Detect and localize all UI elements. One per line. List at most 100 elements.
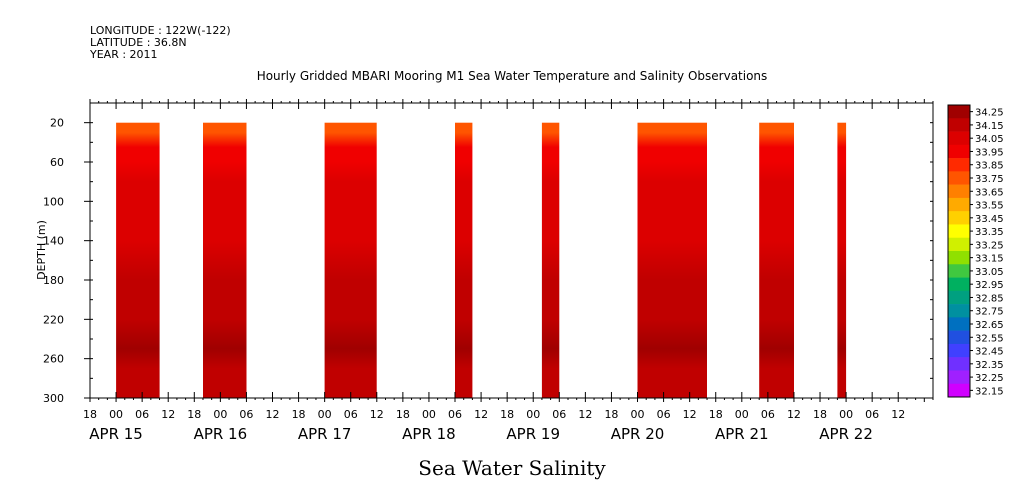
x-axis: 18 00 06 12 18 00 06 12 18 00 06 12 18 00 06 12 18 00 06 12… bbox=[83, 99, 934, 443]
x-tick-label: 00 bbox=[109, 408, 123, 421]
x-tick-label: 18 bbox=[292, 408, 306, 421]
x-tick-label: 18 bbox=[813, 408, 827, 421]
x-day-label: APR 21 bbox=[715, 425, 769, 443]
colorbar-label: 33.25 bbox=[975, 240, 1004, 251]
colorbar-label: 32.15 bbox=[975, 386, 1004, 397]
colorbar-label: 33.35 bbox=[975, 227, 1004, 238]
colorbar-swatch bbox=[948, 251, 970, 265]
colorbar-label: 32.55 bbox=[975, 333, 1004, 344]
colorbar-swatch bbox=[948, 144, 970, 159]
x-tick-label: 12 bbox=[683, 408, 697, 421]
x-day-label: APR 17 bbox=[298, 425, 352, 443]
colorbar: 34.25 34.15 34.05 33.95 33.85 33.75 33.65 33.55… bbox=[947, 104, 1004, 398]
data-segment bbox=[541, 122, 560, 398]
x-tick-label: 18 bbox=[604, 408, 618, 421]
data-segment bbox=[203, 122, 247, 398]
x-tick-label: 12 bbox=[266, 408, 280, 421]
x-tick-label: 00 bbox=[735, 408, 749, 421]
colorbar-swatch bbox=[948, 211, 970, 225]
colorbar-label: 34.25 bbox=[975, 108, 1004, 119]
colorbar-swatch bbox=[948, 197, 970, 212]
colorbar-label: 32.25 bbox=[975, 373, 1004, 384]
y-tick-label: 140 bbox=[43, 235, 64, 248]
x-day-label: APR 20 bbox=[611, 425, 665, 443]
x-tick-label: 12 bbox=[474, 408, 488, 421]
colorbar-swatch bbox=[948, 383, 970, 398]
colorbar-frame bbox=[947, 104, 971, 398]
colorbar-swatch bbox=[948, 370, 970, 385]
latitude-label: LATITUDE : 36.8N bbox=[90, 36, 187, 49]
x-tick-label: 12 bbox=[578, 408, 592, 421]
x-tick-label: 00 bbox=[526, 408, 540, 421]
x-tick-label: 06 bbox=[135, 408, 149, 421]
colorbar-swatch bbox=[948, 131, 970, 146]
colorbar-label: 33.45 bbox=[975, 214, 1004, 225]
colorbar-swatch bbox=[948, 330, 970, 345]
colorbar-label: 32.65 bbox=[975, 320, 1004, 331]
colorbar-label: 32.75 bbox=[975, 307, 1004, 318]
y-tick-label: 300 bbox=[43, 392, 64, 405]
colorbar-swatch bbox=[948, 224, 970, 239]
colorbar-swatch bbox=[948, 277, 970, 292]
y-tick-label: 180 bbox=[43, 274, 64, 287]
colorbar-swatch bbox=[948, 171, 970, 185]
colorbar-label: 34.05 bbox=[975, 134, 1004, 145]
x-tick-label: 12 bbox=[370, 408, 384, 421]
y-axis-label: DEPTH (m) bbox=[35, 220, 48, 280]
data-segment bbox=[116, 122, 160, 398]
colorbar-label: 34.15 bbox=[975, 121, 1004, 132]
colorbar-label: 32.85 bbox=[975, 293, 1004, 304]
colorbar-swatch bbox=[948, 343, 970, 358]
x-tick-label: 12 bbox=[787, 408, 801, 421]
x-tick-label: 12 bbox=[161, 408, 175, 421]
colorbar-swatch bbox=[948, 264, 970, 278]
year-label: YEAR : 2011 bbox=[90, 48, 158, 61]
colorbar-label: 33.05 bbox=[975, 267, 1004, 278]
x-day-label: APR 18 bbox=[402, 425, 456, 443]
x-tick-label: 12 bbox=[891, 408, 905, 421]
x-tick-label: 18 bbox=[709, 408, 723, 421]
x-tick-label: 06 bbox=[761, 408, 775, 421]
colorbar-label: 33.55 bbox=[975, 201, 1004, 212]
data-segment bbox=[455, 122, 473, 398]
x-tick-label: 00 bbox=[631, 408, 645, 421]
x-tick-label: 18 bbox=[187, 408, 201, 421]
x-tick-label: 06 bbox=[552, 408, 566, 421]
x-day-label: APR 16 bbox=[194, 425, 248, 443]
colorbar-label: 32.95 bbox=[975, 280, 1004, 291]
x-tick-label: 00 bbox=[213, 408, 227, 421]
x-day-label: APR 15 bbox=[89, 425, 143, 443]
y-tick-label: 60 bbox=[50, 156, 64, 169]
colorbar-label: 33.85 bbox=[975, 161, 1004, 172]
colorbar-swatch bbox=[948, 317, 970, 331]
colorbar-label: 33.75 bbox=[975, 174, 1004, 185]
y-tick-label: 260 bbox=[43, 353, 64, 366]
colorbar-swatch bbox=[948, 105, 970, 119]
colorbar-swatch bbox=[948, 290, 970, 305]
colorbar-swatch bbox=[948, 118, 970, 132]
x-day-label: APR 22 bbox=[819, 425, 873, 443]
chart-title: Hourly Gridded MBARI Mooring M1 Sea Wate… bbox=[257, 69, 768, 83]
colorbar-label: 32.35 bbox=[975, 360, 1004, 371]
data-segment bbox=[759, 122, 794, 398]
plot-frame bbox=[89, 102, 934, 399]
x-axis-title: Sea Water Salinity bbox=[418, 456, 606, 480]
colorbar-label: 32.45 bbox=[975, 347, 1004, 358]
x-tick-label: 00 bbox=[318, 408, 332, 421]
x-tick-label: 06 bbox=[344, 408, 358, 421]
x-tick-label: 06 bbox=[239, 408, 253, 421]
y-tick-label: 20 bbox=[50, 117, 64, 130]
x-tick-label: 06 bbox=[865, 408, 879, 421]
colorbar-label: 33.15 bbox=[975, 254, 1004, 265]
y-tick-label: 220 bbox=[43, 313, 64, 326]
x-day-label: APR 19 bbox=[506, 425, 560, 443]
colorbar-label: 33.65 bbox=[975, 187, 1004, 198]
colorbar-swatch bbox=[948, 184, 970, 199]
longitude-label: LONGITUDE : 122W(-122) bbox=[90, 24, 231, 37]
x-tick-label: 06 bbox=[657, 408, 671, 421]
y-tick-label: 100 bbox=[43, 195, 64, 208]
x-tick-label: 18 bbox=[396, 408, 410, 421]
colorbar-label: 33.95 bbox=[975, 147, 1004, 158]
x-tick-label: 00 bbox=[839, 408, 853, 421]
